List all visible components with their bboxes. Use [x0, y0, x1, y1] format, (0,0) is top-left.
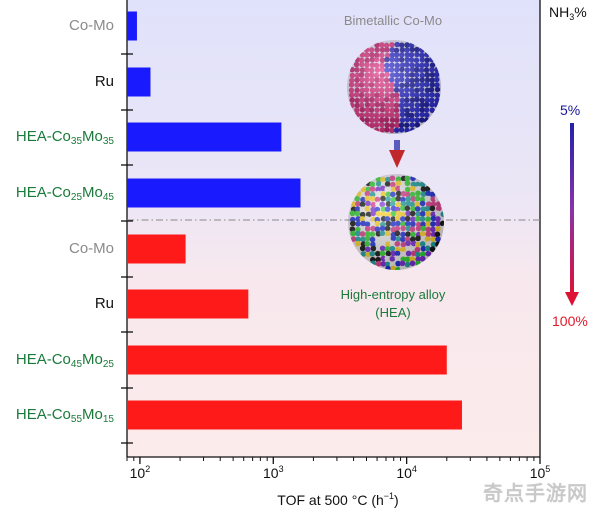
hea-particle-illustration — [348, 174, 444, 270]
row-label-2: HEA-Co35Mo35 — [15, 128, 114, 147]
nh3-low-label: 5% — [560, 102, 581, 118]
row-label-5: Ru — [94, 295, 114, 312]
x-tick-label-2: 104 — [396, 464, 417, 481]
ticks-layer — [121, 53, 541, 464]
nh3-axis-title: NH3% — [549, 4, 587, 22]
x-tick-label-3: 105 — [529, 464, 551, 481]
row-label-1: Ru — [94, 73, 114, 90]
x-axis-title: TOF at 500 °C (h−1) — [277, 491, 399, 508]
bars-layer — [127, 11, 462, 430]
row-label-3: HEA-Co25Mo45 — [15, 184, 114, 203]
row-label-6: HEA-Co45Mo25 — [15, 351, 114, 370]
bar-4 — [127, 234, 186, 264]
plot-background — [127, 0, 540, 457]
row-label-0: Co-Mo — [68, 17, 114, 34]
inset-bottom-label-1: High-entropy alloy — [340, 287, 446, 302]
bar-3 — [127, 178, 301, 208]
row-label-4: Co-Mo — [68, 240, 114, 257]
nh3-high-label: 100% — [552, 313, 588, 329]
inset-bottom-label-2: (HEA) — [375, 305, 411, 320]
x-tick-label-1: 103 — [262, 464, 284, 481]
bar-6 — [127, 345, 447, 375]
x-tick-label-0: 102 — [129, 464, 151, 481]
bar-7 — [127, 400, 462, 430]
row-label-7: HEA-Co55Mo15 — [15, 406, 114, 425]
inset-top-label: Bimetallic Co-Mo — [343, 13, 443, 28]
bar-2 — [127, 122, 282, 152]
bar-5 — [127, 289, 249, 319]
nh3-gradient-arrow — [565, 123, 579, 306]
bar-0 — [127, 11, 137, 41]
bar-1 — [127, 67, 151, 97]
conversion-arrow-icon — [389, 140, 405, 168]
watermark-logo: 奇点手游网 — [483, 483, 588, 505]
bimetallic-particle-illustration — [347, 40, 441, 134]
